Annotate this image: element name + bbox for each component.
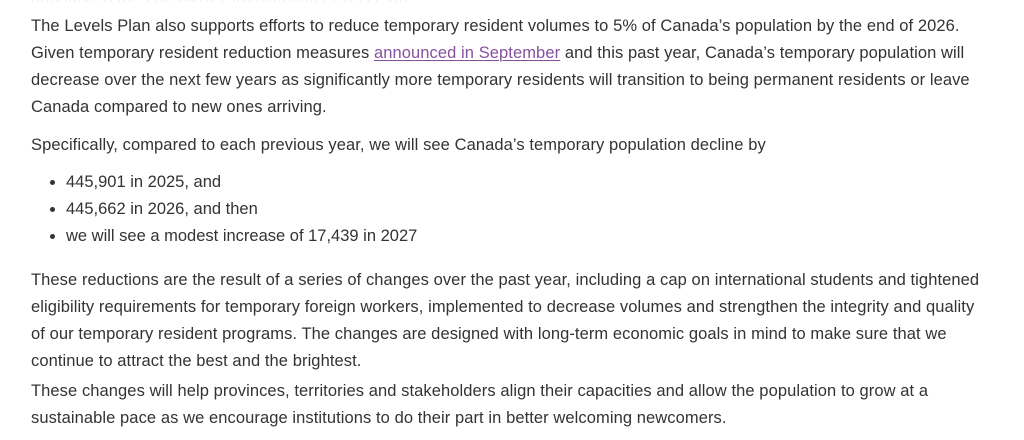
clipped-previous-line: announced the 2025–2027 Immigration Leve… <box>31 0 731 2</box>
paragraph-levels-plan: The Levels Plan also supports efforts to… <box>31 13 990 121</box>
paragraph-text-before-link: The Levels Plan also supports efforts to… <box>31 17 960 62</box>
list-item: we will see a modest increase of 17,439 … <box>50 223 931 250</box>
list-item-label: 445,901 in 2025, and <box>66 173 222 191</box>
list-item-label: 445,662 in 2026, and then <box>66 200 258 218</box>
bullet-disc-icon <box>50 207 55 212</box>
paragraph-reductions-explanation: These reductions are the result of a ser… <box>31 271 980 370</box>
announced-in-september-link[interactable]: announced in September <box>373 44 561 62</box>
bullet-disc-icon <box>50 234 55 239</box>
paragraph-provinces-territories: These changes will help provinces, terri… <box>31 382 929 427</box>
list-item-label: we will see a modest increase of 17,439 … <box>66 227 418 245</box>
bullet-disc-icon <box>50 180 55 185</box>
temporary-population-decline-list: 445,901 in 2025, and 445,662 in 2026, an… <box>31 169 931 250</box>
paragraph-text-after-link: and this past year, Canada’s temporary p… <box>31 44 970 116</box>
list-item: 445,901 in 2025, and <box>50 169 931 196</box>
paragraph-specifically-intro: Specifically, compared to each previous … <box>31 136 766 154</box>
list-item: 445,662 in 2026, and then <box>50 196 931 223</box>
